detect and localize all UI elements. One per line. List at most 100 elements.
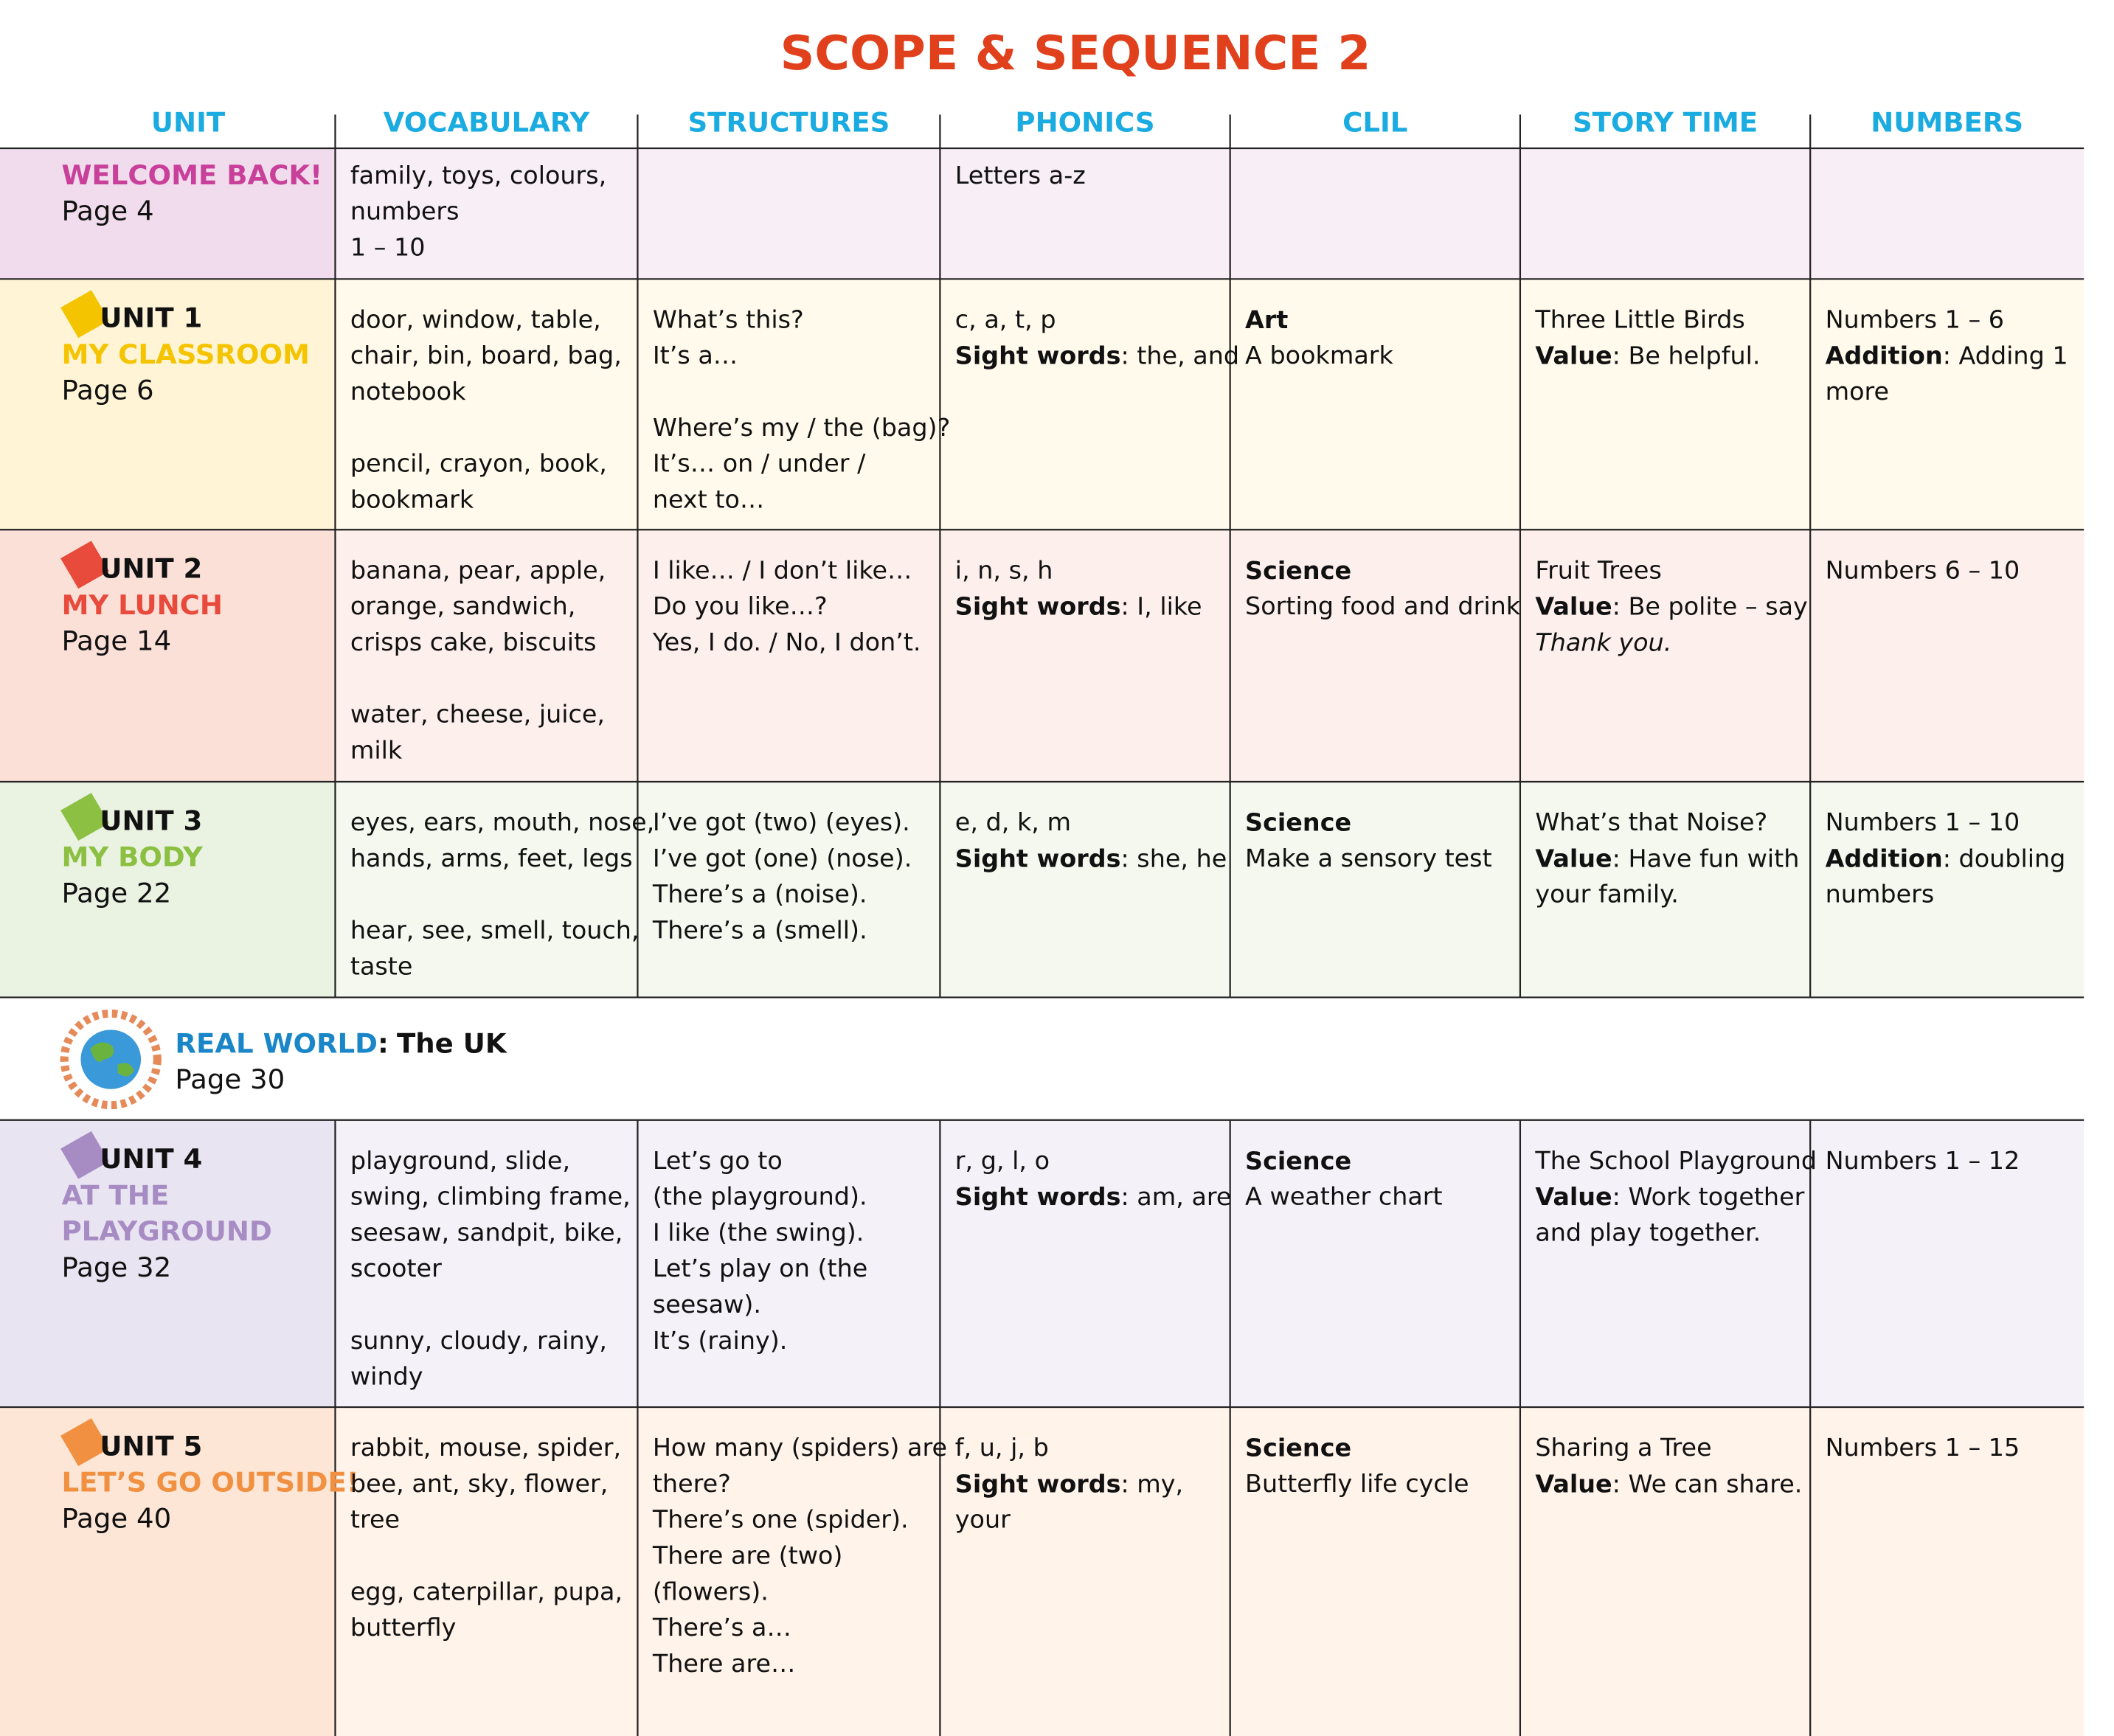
cell-line: Science [1245,556,1351,585]
column-header: VOCABULARY [384,107,591,139]
cell-line: The School Playground [1534,1146,1817,1175]
cell-line: Do you like…? [653,591,828,620]
cell-line: Value: Be polite – say [1535,591,1807,620]
unit-title: PLAYGROUND [61,1215,271,1247]
unit-title: MY CLASSROOM [61,338,309,370]
cell-line: seesaw). [653,1290,761,1319]
cell-line: hear, see, smell, touch, [350,916,640,945]
line-text: : Have fun with [1612,844,1800,872]
unit-cell-bg [0,782,336,998]
unit-diamond [60,793,109,841]
cell-line: What’s this? [653,305,804,334]
unit-number: UNIT 5 [100,1431,202,1462]
italic-text: Thank you. [1535,628,1671,656]
cell-line: Numbers 1 – 6 [1826,305,2004,334]
line-text: : my, [1120,1469,1183,1498]
bold-label: Science [1245,556,1351,585]
line-text: : the, and [1120,341,1239,369]
cell-line: Numbers 6 – 10 [1826,556,2020,585]
unit-cell-bg [0,1119,336,1408]
unit-diamond [60,290,109,338]
cell-line: Sorting food and drink [1245,591,1521,620]
unit-title: WELCOME BACK! [61,159,322,191]
unit-diamond [60,1131,109,1179]
bold-label: Art [1245,305,1288,334]
row-bg [335,1407,2084,1736]
cell-line: butterfly [350,1613,457,1642]
cell-line: pencil, crayon, book, [350,449,607,478]
cell-line: notebook [350,377,466,406]
cell-line: Sharing a Tree [1535,1433,1711,1462]
column-header: PHONICS [1015,107,1154,139]
unit-number: UNIT 3 [100,805,202,837]
cell-line: Fruit Trees [1535,556,1662,585]
cell-line: There’s a (smell). [652,916,867,945]
bold-label: Addition [1826,844,1943,872]
row-bg [335,782,2084,998]
cell-line: milk [350,736,403,765]
cell-line: and play together. [1535,1218,1761,1247]
line-text: : Be polite – say [1612,591,1808,620]
cell-line: Sight words: the, and [955,341,1239,369]
cell-line: Sight words: I, like [955,591,1202,620]
cell-line: there? [653,1469,731,1498]
cell-line: playground, slide, [350,1146,570,1175]
cell-line: scooter [350,1254,442,1282]
bold-label: Sight words [955,341,1121,369]
cell-line: eyes, ears, mouth, nose, [350,808,654,836]
unit-page: Page 6 [61,375,153,406]
cell-line: Addition: doubling [1826,844,2066,872]
cell-line: I like… / I don’t like… [653,556,912,585]
cell-line: seesaw, sandpit, bike, [350,1218,623,1247]
row-bg [335,1119,2084,1408]
bold-label: Value [1535,844,1612,872]
cell-line: I like (the swing). [653,1218,864,1247]
cell-line: Sight words: she, he [955,844,1227,872]
cell-line: water, cheese, juice, [350,700,605,729]
cell-line: tree [350,1505,400,1534]
cell-line: Art [1245,305,1288,334]
line-text: : am, are [1120,1182,1231,1211]
bold-label: Sight words [955,1469,1121,1498]
cell-line: It’s a… [653,341,738,369]
page-title: SCOPE & SEQUENCE 2 [780,27,1371,81]
cell-line: egg, caterpillar, pupa, [350,1577,623,1606]
cell-line: sunny, cloudy, rainy, [350,1326,607,1355]
line-text: : Adding 1 [1943,341,2068,369]
unit-page: Page 22 [61,878,171,909]
cell-line: Butterfly life cycle [1245,1469,1469,1498]
line-text: : Be helpful. [1612,341,1761,369]
globe-ring [60,1009,162,1110]
cell-line: windy [350,1362,423,1391]
bold-label: Value [1535,591,1612,620]
column-header: NUMBERS [1871,107,2023,139]
real-world-sep: : [378,1027,389,1059]
cell-line: There’s a (noise). [652,880,867,909]
cell-line: Science [1245,808,1351,836]
cell-line: Three Little Birds [1534,305,1745,334]
bold-label: Addition [1826,341,1943,369]
unit-page: Page 40 [61,1503,171,1535]
cell-line: I’ve got (two) (eyes). [653,808,910,836]
unit-title: AT THE [61,1180,169,1212]
cell-line: hands, arms, feet, legs [350,844,633,872]
cell-line: 1 – 10 [350,233,426,262]
column-header: STRUCTURES [687,107,890,139]
cell-line: chair, bin, board, bag, [350,341,622,369]
row-bg [335,530,2084,782]
cell-line: Let’s go to [653,1146,783,1175]
cell-line: numbers [1826,880,1935,909]
cell-line: your family. [1535,880,1678,909]
line-text: : she, he [1120,844,1227,872]
cell-line: Make a sensory test [1245,844,1492,872]
bold-label: Science [1245,1433,1351,1462]
cell-line: f, u, j, b [955,1433,1049,1462]
line-text: : We can share. [1612,1469,1803,1498]
cell-line: A bookmark [1245,341,1394,369]
cell-line: I’ve got (one) (nose). [653,844,912,872]
unit-diamond [60,1418,109,1467]
cell-line: numbers [350,197,460,226]
cell-line: Sight words: my, [955,1469,1183,1498]
cell-line: Letters a-z [955,161,1086,190]
cell-line: bookmark [350,485,474,514]
